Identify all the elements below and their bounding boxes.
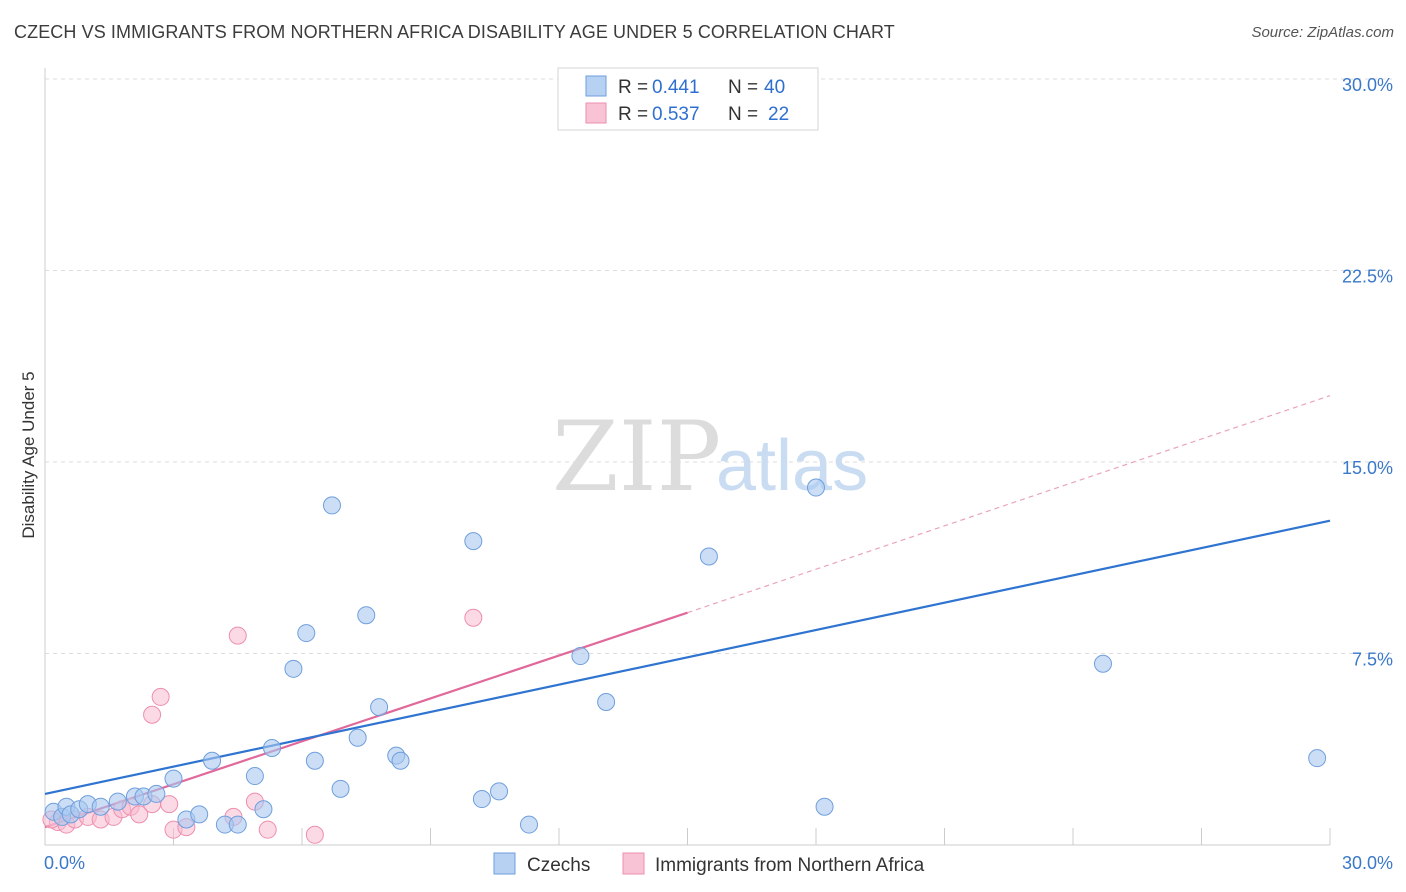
data-point-czechs [297,624,316,643]
data-point-czechs [245,767,264,786]
data-point-immigrants [160,795,179,814]
data-point-czechs [108,792,127,811]
data-point-czechs [348,728,367,747]
legend-n-label-1: N = [728,77,758,98]
legend-n-value-2: 22 [768,104,789,125]
data-point-czechs [284,659,303,678]
y-axis-title: Disability Age Under 5 [19,371,38,538]
bottom-legend-swatch-czechs [493,852,516,875]
data-point-immigrants [130,805,149,824]
data-point-czechs [815,797,834,816]
data-point-czechs [190,805,209,824]
data-point-immigrants [151,687,170,706]
y-tick-label: 15.0% [1342,458,1393,478]
data-point-immigrants [143,705,162,724]
bottom-legend: Czechs Immigrants from Northern Africa [493,852,925,876]
legend-r-value-2: 0.537 [652,104,700,125]
grid-lines [45,78,1392,654]
data-point-czechs [305,751,324,770]
y-tick-label: 30.0% [1342,75,1393,95]
source-label: Source: ZipAtlas.com [1251,24,1394,41]
legend-r-value-1: 0.441 [652,77,700,98]
data-point-czechs [322,496,341,515]
legend-r-label-2: R = [618,104,648,125]
tick-labels: 7.5% 15.0% 22.5% 30.0% 0.0% 30.0% [44,75,1393,873]
data-point-immigrants [464,608,483,627]
data-point-czechs [472,790,491,809]
watermark-atlas: atlas [716,426,868,506]
data-point-czechs [1308,749,1327,768]
axes [44,68,1331,846]
data-point-czechs [464,532,483,551]
data-point-czechs [571,647,590,666]
legend-n-label-2: N = [728,104,758,125]
data-point-czechs [164,769,183,788]
legend-r-label-1: R = [618,77,648,98]
data-point-czechs [147,784,166,803]
data-point-immigrants [305,825,324,844]
data-point-czechs [91,797,110,816]
data-point-immigrants [228,626,247,645]
legend-swatch-immigrants [585,102,607,124]
y-tick-label: 22.5% [1342,267,1393,287]
bottom-legend-label-immigrants: Immigrants from Northern Africa [655,855,925,876]
data-point-czechs [699,547,718,566]
x-tick-label: 0.0% [44,853,85,873]
data-point-czechs [331,779,350,798]
data-point-czechs [391,751,410,770]
data-point-czechs [254,800,273,819]
bottom-legend-label-czechs: Czechs [527,855,590,876]
chart-title: CZECH VS IMMIGRANTS FROM NORTHERN AFRICA… [14,22,895,42]
data-point-czechs [370,698,389,717]
watermark-zip: ZIP [552,401,721,513]
legend-box: R = 0.441 N = 40 R = 0.537 N = 22 [557,67,819,131]
y-tick-label: 7.5% [1352,650,1393,670]
x-tick-label: 30.0% [1342,853,1393,873]
data-point-czechs [1093,654,1112,673]
data-point-czechs [357,606,376,625]
data-point-czechs [807,478,825,497]
legend-swatch-czechs [585,75,607,97]
data-point-czechs [597,693,616,712]
bottom-legend-swatch-immigrants [622,852,645,875]
data-point-czechs [520,815,539,834]
data-points [42,105,1327,844]
legend-n-value-1: 40 [764,77,785,98]
data-point-czechs [490,782,509,801]
data-point-immigrants [258,820,277,839]
data-point-czechs [203,751,222,770]
data-point-czechs [263,738,282,757]
data-point-czechs [228,815,247,834]
trend-line-czechs [44,519,1331,796]
watermark: ZIP atlas [552,401,868,513]
